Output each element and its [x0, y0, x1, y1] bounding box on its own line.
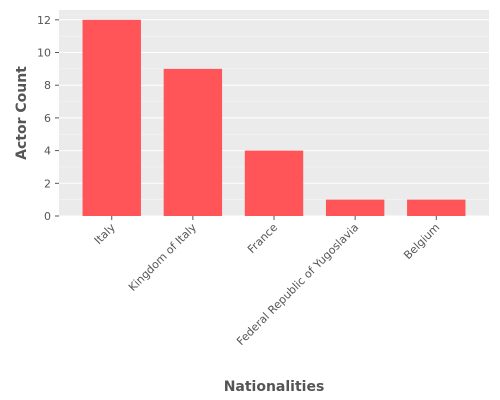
bars — [82, 19, 466, 216]
x-tick-label: France — [245, 221, 280, 256]
y-tick-label: 4 — [44, 145, 51, 158]
y-tick-label: 2 — [44, 177, 51, 190]
y-tick-label: 8 — [44, 79, 51, 92]
bar-0 — [82, 19, 141, 216]
bar-2 — [244, 150, 304, 216]
y-tick-label: 12 — [37, 14, 51, 27]
y-axis-ticks: 0 2 4 6 8 10 12 — [37, 14, 59, 223]
x-axis-label: Nationalities — [224, 379, 325, 395]
bar-4 — [407, 199, 466, 216]
y-tick-label: 0 — [44, 210, 51, 223]
x-tick-label: Belgium — [401, 221, 442, 262]
bar-1 — [163, 68, 223, 216]
x-tick-label: Italy — [92, 221, 118, 247]
y-tick-label: 6 — [44, 112, 51, 125]
y-tick-label: 10 — [37, 47, 51, 60]
x-tick-label: Kingdom of Italy — [126, 221, 199, 294]
bar-3 — [325, 199, 385, 216]
y-axis-label: Actor Count — [14, 66, 30, 160]
